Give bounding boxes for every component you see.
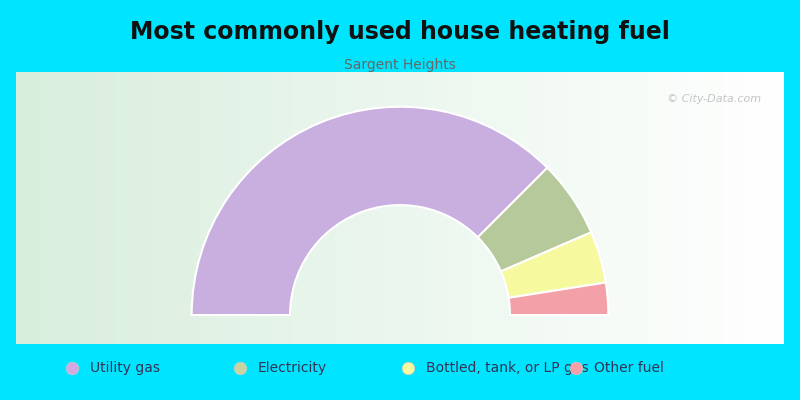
Text: Most commonly used house heating fuel: Most commonly used house heating fuel [130, 20, 670, 44]
Wedge shape [509, 282, 608, 315]
Text: Electricity: Electricity [258, 361, 326, 375]
Text: Other fuel: Other fuel [594, 361, 663, 375]
Wedge shape [192, 107, 547, 315]
Text: Utility gas: Utility gas [90, 361, 160, 375]
Text: Sargent Heights: Sargent Heights [344, 58, 456, 72]
Wedge shape [478, 168, 591, 271]
Wedge shape [501, 232, 606, 298]
Text: Bottled, tank, or LP gas: Bottled, tank, or LP gas [426, 361, 588, 375]
Text: © City-Data.com: © City-Data.com [667, 94, 761, 104]
